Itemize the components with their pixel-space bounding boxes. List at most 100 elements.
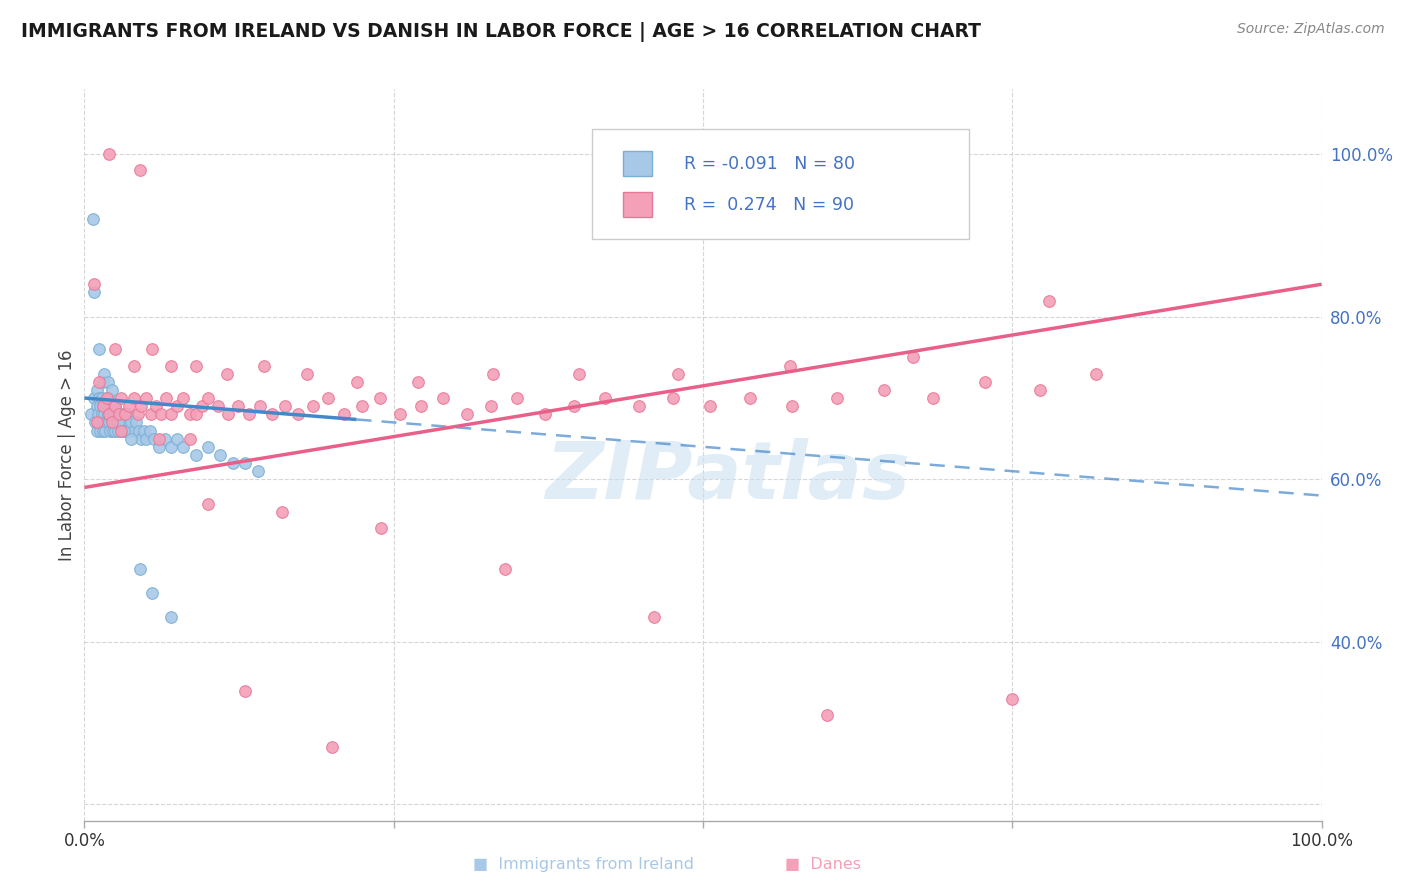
Point: [135, 391, 157, 405]
Point: [118, 399, 141, 413]
Point: [104, 343, 127, 357]
Point: [96, 416, 118, 430]
Point: [139, 424, 162, 438]
Point: [91, 375, 114, 389]
Point: [101, 407, 124, 421]
Point: [89, 343, 111, 357]
Point: [129, 432, 152, 446]
Point: [233, 456, 256, 470]
Point: [346, 375, 368, 389]
Text: R = -0.091   N = 80: R = -0.091 N = 80: [685, 155, 855, 173]
Point: [107, 424, 129, 438]
FancyBboxPatch shape: [592, 129, 969, 239]
Point: [83, 277, 105, 292]
Point: [98, 416, 121, 430]
Point: [262, 407, 284, 421]
Point: [105, 407, 128, 421]
Point: [432, 391, 454, 405]
Point: [903, 351, 925, 365]
Point: [226, 399, 249, 413]
Point: [533, 407, 555, 421]
Point: [271, 505, 294, 519]
Point: [89, 391, 111, 405]
Point: [408, 375, 430, 389]
Point: [197, 440, 219, 454]
Point: [148, 440, 170, 454]
Point: [209, 448, 232, 462]
Point: [105, 416, 128, 430]
Point: [104, 399, 127, 413]
Point: [302, 399, 325, 413]
Point: [1028, 383, 1050, 397]
Point: [98, 407, 121, 421]
Point: [155, 391, 177, 405]
Y-axis label: In Labor Force | Age > 16: In Labor Force | Age > 16: [58, 349, 76, 561]
Point: [321, 740, 343, 755]
Point: [825, 391, 848, 405]
Point: [120, 424, 142, 438]
Point: [388, 407, 411, 421]
Point: [179, 432, 201, 446]
Point: [172, 391, 194, 405]
Text: ■  Immigrants from Ireland: ■ Immigrants from Ireland: [472, 857, 695, 872]
Point: [1085, 367, 1108, 381]
Point: [111, 416, 134, 430]
Point: [122, 359, 145, 373]
Point: [350, 399, 373, 413]
Point: [87, 407, 110, 421]
Point: [153, 432, 176, 446]
Point: [122, 391, 145, 405]
Point: [104, 399, 127, 413]
Point: [370, 521, 392, 535]
Point: [129, 562, 152, 576]
Point: [779, 359, 801, 373]
Point: [91, 399, 114, 413]
Point: [238, 407, 260, 421]
Point: [184, 407, 207, 421]
Point: [98, 407, 121, 421]
Point: [295, 367, 318, 381]
Point: [191, 399, 214, 413]
Point: [1038, 293, 1060, 308]
Point: [98, 391, 121, 405]
Point: [100, 399, 122, 413]
Point: [481, 399, 503, 413]
Point: [103, 416, 125, 430]
Point: [215, 367, 238, 381]
Point: [409, 399, 432, 413]
Point: [160, 440, 183, 454]
Point: [643, 610, 665, 624]
Point: [97, 375, 120, 389]
Point: [1001, 691, 1024, 706]
Point: [166, 432, 188, 446]
Point: [86, 424, 108, 438]
Point: [98, 147, 121, 161]
Point: [100, 416, 122, 430]
Point: [662, 391, 685, 405]
Point: [86, 383, 108, 397]
Point: [90, 391, 112, 405]
Point: [103, 407, 125, 421]
Point: [97, 399, 120, 413]
Point: [207, 399, 229, 413]
Point: [86, 399, 108, 413]
Point: [101, 424, 124, 438]
Point: [108, 416, 131, 430]
Point: [120, 416, 142, 430]
Point: [494, 562, 516, 576]
Point: [114, 424, 136, 438]
Point: [172, 440, 194, 454]
Point: [666, 367, 689, 381]
Point: [93, 407, 115, 421]
Point: [142, 432, 165, 446]
Point: [135, 432, 157, 446]
Point: [184, 448, 207, 462]
Point: [568, 367, 591, 381]
Point: [127, 407, 149, 421]
Text: IMMIGRANTS FROM IRELAND VS DANISH IN LABOR FORCE | AGE > 16 CORRELATION CHART: IMMIGRANTS FROM IRELAND VS DANISH IN LAB…: [21, 22, 981, 42]
Point: [287, 407, 309, 421]
Point: [141, 407, 163, 421]
Point: [872, 383, 894, 397]
Point: [141, 586, 163, 600]
Point: [780, 399, 803, 413]
